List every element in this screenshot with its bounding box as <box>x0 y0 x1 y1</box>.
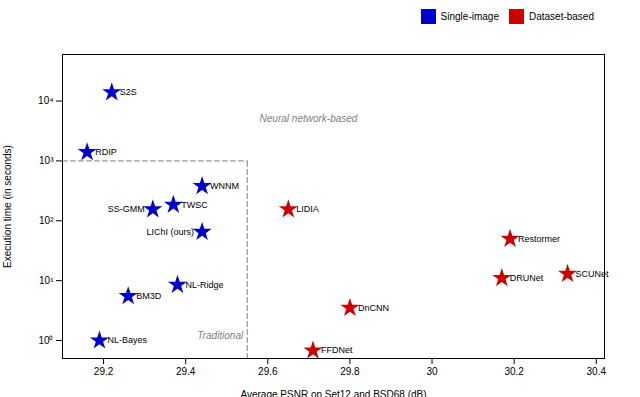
svg-text:WNNM: WNNM <box>210 181 239 191</box>
svg-text:29.8: 29.8 <box>340 366 360 377</box>
svg-text:RDIP: RDIP <box>95 147 117 157</box>
svg-text:LIChI (ours): LIChI (ours) <box>147 227 195 237</box>
svg-text:Execution time (in seconds): Execution time (in seconds) <box>2 145 13 268</box>
svg-text:29.2: 29.2 <box>94 366 114 377</box>
svg-text:29.4: 29.4 <box>176 366 196 377</box>
svg-text:SS-GMM: SS-GMM <box>108 204 145 214</box>
svg-text:DRUNet: DRUNet <box>510 273 544 283</box>
svg-text:BM3D: BM3D <box>136 291 162 301</box>
svg-text:LIDIA: LIDIA <box>296 204 319 214</box>
svg-text:SCUNet: SCUNet <box>576 269 610 279</box>
svg-text:30.2: 30.2 <box>504 366 524 377</box>
svg-text:S2S: S2S <box>120 87 137 97</box>
svg-text:Traditional: Traditional <box>197 330 244 341</box>
svg-text:FFDNet: FFDNet <box>321 345 353 355</box>
html-text:Single-image: Single-image <box>440 11 499 22</box>
svg-text:DnCNN: DnCNN <box>358 303 389 313</box>
svg-text:10²: 10² <box>39 215 54 226</box>
svg-text:Restormer: Restormer <box>518 234 560 244</box>
svg-text:10⁰: 10⁰ <box>38 335 53 346</box>
svg-text:10³: 10³ <box>39 155 54 166</box>
html-text:Dataset-based: Dataset-based <box>529 11 594 22</box>
svg-text:29.6: 29.6 <box>258 366 278 377</box>
svg-text:Neural network-based: Neural network-based <box>260 113 358 124</box>
svg-text:Average PSNR on Set12 and BSD6: Average PSNR on Set12 and BSD68 (dB) <box>240 389 426 397</box>
svg-text:30: 30 <box>426 366 438 377</box>
svg-text:30.4: 30.4 <box>587 366 607 377</box>
svg-text:TWSC: TWSC <box>181 200 208 210</box>
svg-text:10¹: 10¹ <box>39 275 54 286</box>
svg-text:NL-Bayes: NL-Bayes <box>107 335 147 345</box>
svg-text:10⁴: 10⁴ <box>38 95 53 106</box>
svg-text:NL-Ridge: NL-Ridge <box>185 280 223 290</box>
